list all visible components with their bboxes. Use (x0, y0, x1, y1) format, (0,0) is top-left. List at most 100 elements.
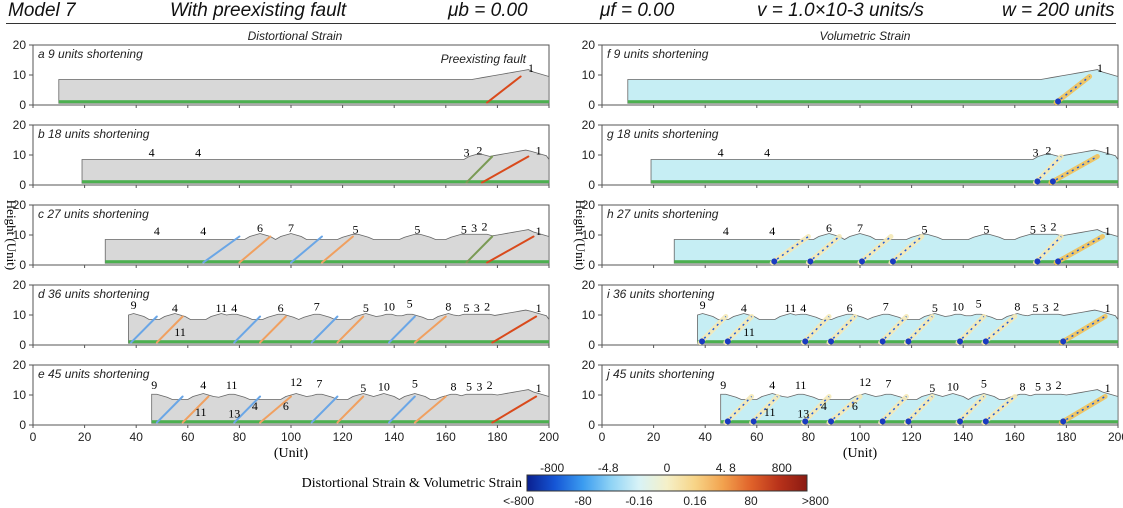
panel-caption: a 9 units shortening (38, 47, 143, 61)
x-tick-label: 120 (902, 430, 922, 444)
fault-number: 3 (1040, 221, 1046, 235)
fault-root (771, 258, 778, 265)
fault-number: 5 (981, 377, 987, 391)
fault-strain-band (905, 315, 933, 344)
panel-caption: b 18 units shortening (38, 127, 150, 141)
fault-root (1034, 258, 1041, 265)
y-tick-label: 0 (588, 418, 595, 432)
panel-caption: j 45 units shortening (605, 367, 715, 381)
fault-number: 4 (172, 301, 178, 315)
fault-root (859, 258, 865, 265)
y-tick-label: 0 (588, 178, 595, 192)
fault-number: 5 (983, 223, 989, 237)
fault-strain-band (1034, 155, 1062, 184)
fault-trace (491, 395, 538, 424)
fault-number: 6 (257, 221, 263, 235)
fault-number: 4 (252, 399, 258, 413)
fault-root (828, 418, 835, 425)
fault-number: 11 (216, 301, 228, 315)
fault-trace (238, 235, 272, 264)
x-tick-label: 0 (599, 430, 606, 444)
volumetric-title: Volumetric Strain (820, 29, 911, 43)
y-tick-label: 20 (13, 198, 27, 212)
y-tick-label: 10 (13, 228, 27, 242)
y-tick-label: 20 (582, 278, 596, 292)
panel-caption: f 9 units shortening (607, 47, 709, 61)
fault-trace (388, 315, 416, 344)
fault-number: 8 (1014, 300, 1020, 314)
fault-number: 13 (228, 407, 240, 421)
fault-number: 13 (797, 407, 809, 421)
fault-trace (486, 75, 522, 104)
fault-number: 12 (290, 375, 302, 389)
colorbar-bottom-label: -80 (574, 494, 592, 508)
y-axis-label-group: Height (Unit) (4, 200, 19, 270)
fault-strain-band (725, 395, 753, 424)
fault-number: 11 (764, 405, 776, 419)
fault-number: 10 (947, 380, 959, 394)
fault-number: 2 (476, 143, 482, 157)
fault-friction: μf = 0.00 (600, 0, 675, 21)
fault-trace (465, 235, 494, 264)
fault-number: 8 (1020, 380, 1026, 394)
y-tick-label: 20 (582, 118, 596, 132)
fault-number: 4 (769, 224, 775, 238)
y-tick-label: 0 (588, 98, 595, 112)
model-title: Model 7 (8, 0, 76, 21)
fault-trace (336, 315, 365, 344)
fault-number: 3 (1045, 380, 1051, 394)
fault-number: 9 (131, 298, 137, 312)
fault-root (1055, 258, 1062, 265)
fault-trace (202, 235, 241, 264)
y-tick-label: 20 (582, 358, 596, 372)
wedge-body (104, 229, 550, 264)
fault-number: 10 (383, 300, 395, 314)
fault-strain-band (771, 235, 809, 264)
fault-number: 1 (536, 301, 542, 315)
panel-b: 0 10 20 b 18 units shortening 4 4 3 2 1 (13, 118, 550, 192)
figure-header: Model 7 With preexisting fault μb = 0.00… (0, 0, 1123, 24)
y-axis-label: Height (Unit) (573, 200, 588, 270)
y-tick-label: 0 (19, 98, 26, 112)
fault-root (982, 338, 989, 345)
y-tick-label: 10 (13, 388, 27, 402)
y-tick-label: 20 (13, 118, 27, 132)
x-tick-label: 200 (1108, 430, 1123, 444)
fault-trace (413, 395, 447, 424)
velocity-label: v = 1.0×10-3 units/s (757, 0, 924, 21)
fault-strain-band (828, 315, 856, 344)
fault-root (879, 338, 886, 345)
basal-layer (651, 180, 1118, 184)
panel-caption: g 18 units shortening (607, 127, 719, 141)
colorbar-bottom-label: -0.16 (625, 494, 653, 508)
fault-root (802, 418, 809, 425)
y-tick-label: 20 (582, 38, 596, 52)
fault-number: 7 (857, 221, 863, 235)
fault-number: 1 (1105, 143, 1111, 157)
basal-layer (627, 100, 1118, 104)
panel-f: 0 10 20 f 9 units shortening 1 (582, 38, 1119, 112)
fault-number: 5 (1032, 301, 1038, 315)
x-tick-label: 160 (436, 430, 456, 444)
fault-number: 11 (743, 325, 755, 339)
fault-trace (388, 395, 416, 424)
x-tick-label: 60 (181, 430, 195, 444)
fault-number: 4 (200, 378, 206, 392)
fault-strain-band (983, 395, 1016, 424)
x-tick-label: 40 (130, 430, 144, 444)
colorbar-bottom-label: 0.16 (683, 494, 707, 508)
fault-number: 6 (283, 399, 289, 413)
y-axis-label-group: Height (Unit) (573, 200, 588, 270)
x-tick-label: 80 (802, 430, 816, 444)
y-tick-label: 10 (13, 68, 27, 82)
fault-number: 4 (769, 378, 775, 392)
fault-number: 4 (231, 301, 237, 315)
fault-strain-band (859, 235, 892, 264)
y-axis-label: Height (Unit) (4, 200, 19, 270)
basal-friction: μb = 0.00 (448, 0, 528, 21)
fault-number: 4 (764, 146, 770, 160)
fault-number: 1 (1105, 301, 1111, 315)
